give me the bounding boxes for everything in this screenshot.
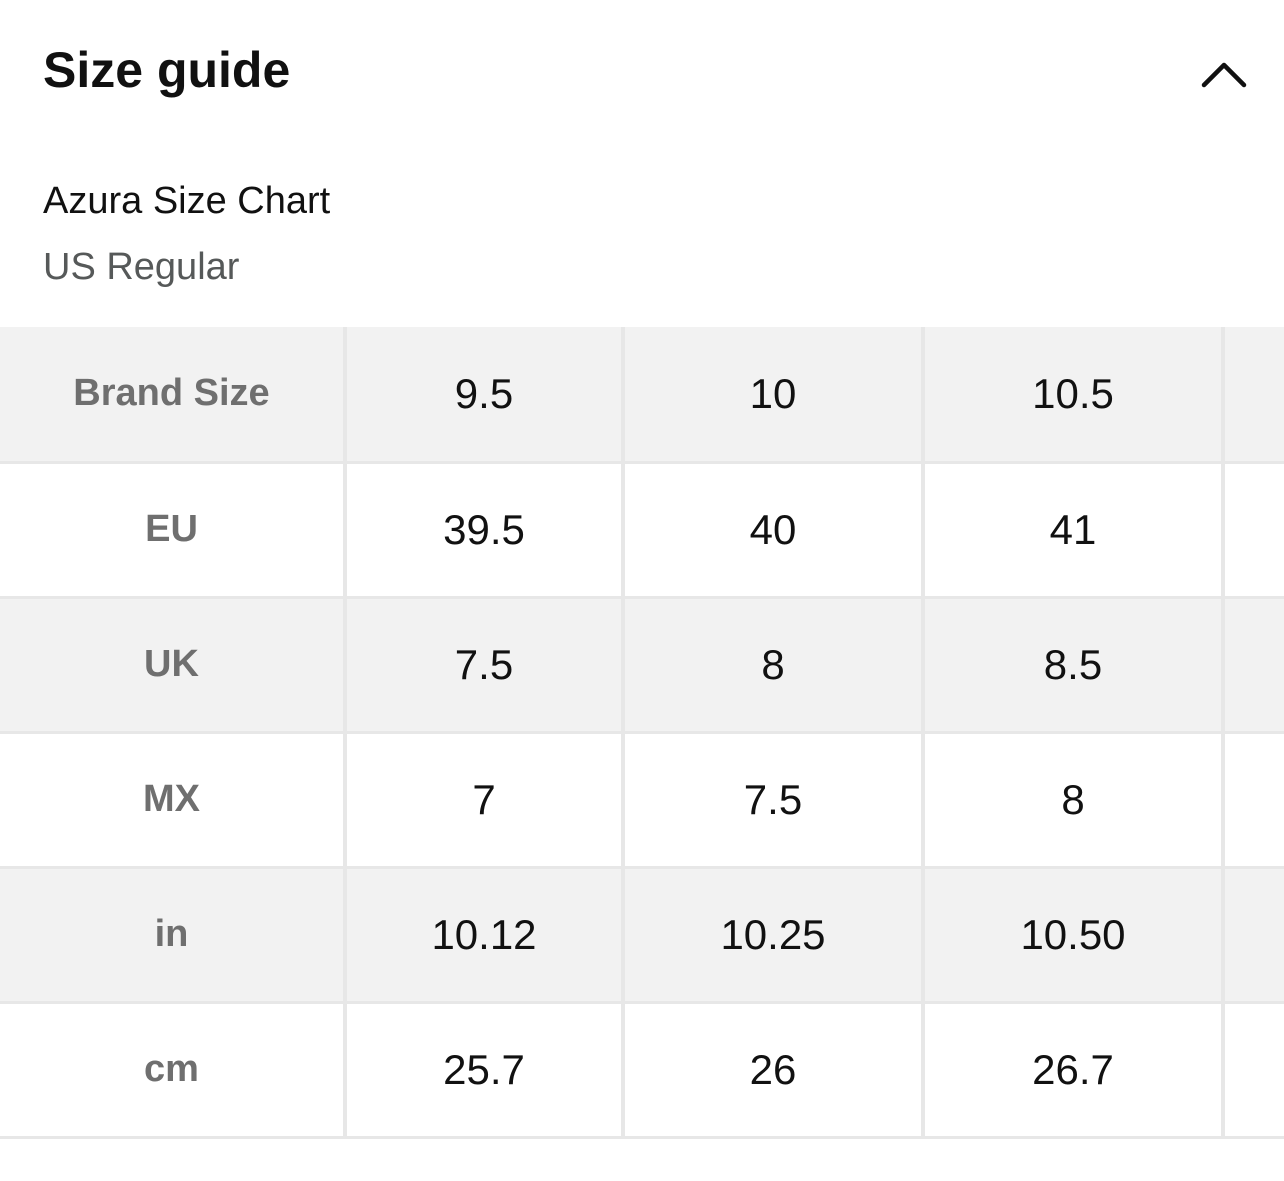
size-chart-region: US Regular bbox=[43, 246, 240, 288]
table-cell: 41 bbox=[923, 462, 1225, 599]
table-row-mx: MX 7 7.5 8 bbox=[0, 732, 1284, 869]
table-cell: 26 bbox=[623, 1002, 925, 1139]
table-cell: 8.5 bbox=[923, 597, 1225, 734]
table-row-cm: cm 25.7 26 26.7 bbox=[0, 1002, 1284, 1139]
table-cell: 26.7 bbox=[923, 1002, 1225, 1139]
table-cell: 7.5 bbox=[345, 597, 625, 734]
collapse-button[interactable] bbox=[1192, 46, 1256, 102]
table-cell: 10 bbox=[623, 327, 925, 464]
table-cell: 8 bbox=[623, 597, 925, 734]
size-guide-header[interactable]: Size guide bbox=[0, 0, 1284, 150]
size-chart-title: Azura Size Chart bbox=[43, 180, 331, 222]
table-cell: 8 bbox=[923, 732, 1225, 869]
row-label: Brand Size bbox=[0, 327, 347, 464]
table-row-uk: UK 7.5 8 8.5 bbox=[0, 597, 1284, 734]
table-cell-overflow bbox=[1223, 462, 1284, 599]
page-title: Size guide bbox=[43, 42, 291, 98]
table-cell: 7 bbox=[345, 732, 625, 869]
row-label: in bbox=[0, 867, 347, 1004]
row-label: UK bbox=[0, 597, 347, 734]
table-row-in: in 10.12 10.25 10.50 bbox=[0, 867, 1284, 1004]
row-label: MX bbox=[0, 732, 347, 869]
table-cell: 39.5 bbox=[345, 462, 625, 599]
chevron-up-icon bbox=[1201, 62, 1247, 88]
table-cell-overflow bbox=[1223, 597, 1284, 734]
table-cell: 40 bbox=[623, 462, 925, 599]
table-cell-overflow bbox=[1223, 732, 1284, 869]
table-row-brand-size: Brand Size 9.5 10 10.5 bbox=[0, 327, 1284, 464]
table-cell: 10.12 bbox=[345, 867, 625, 1004]
table-cell-overflow bbox=[1223, 867, 1284, 1004]
table-cell: 25.7 bbox=[345, 1002, 625, 1139]
table-cell: 10.50 bbox=[923, 867, 1225, 1004]
table-row-eu: EU 39.5 40 41 bbox=[0, 462, 1284, 599]
table-cell: 7.5 bbox=[623, 732, 925, 869]
row-label: cm bbox=[0, 1002, 347, 1139]
table-cell-overflow bbox=[1223, 327, 1284, 464]
row-label: EU bbox=[0, 462, 347, 599]
size-table: Brand Size 9.5 10 10.5 EU 39.5 40 41 UK … bbox=[0, 327, 1284, 1139]
table-cell: 9.5 bbox=[345, 327, 625, 464]
table-cell: 10.25 bbox=[623, 867, 925, 1004]
table-cell-overflow bbox=[1223, 1002, 1284, 1139]
table-cell: 10.5 bbox=[923, 327, 1225, 464]
